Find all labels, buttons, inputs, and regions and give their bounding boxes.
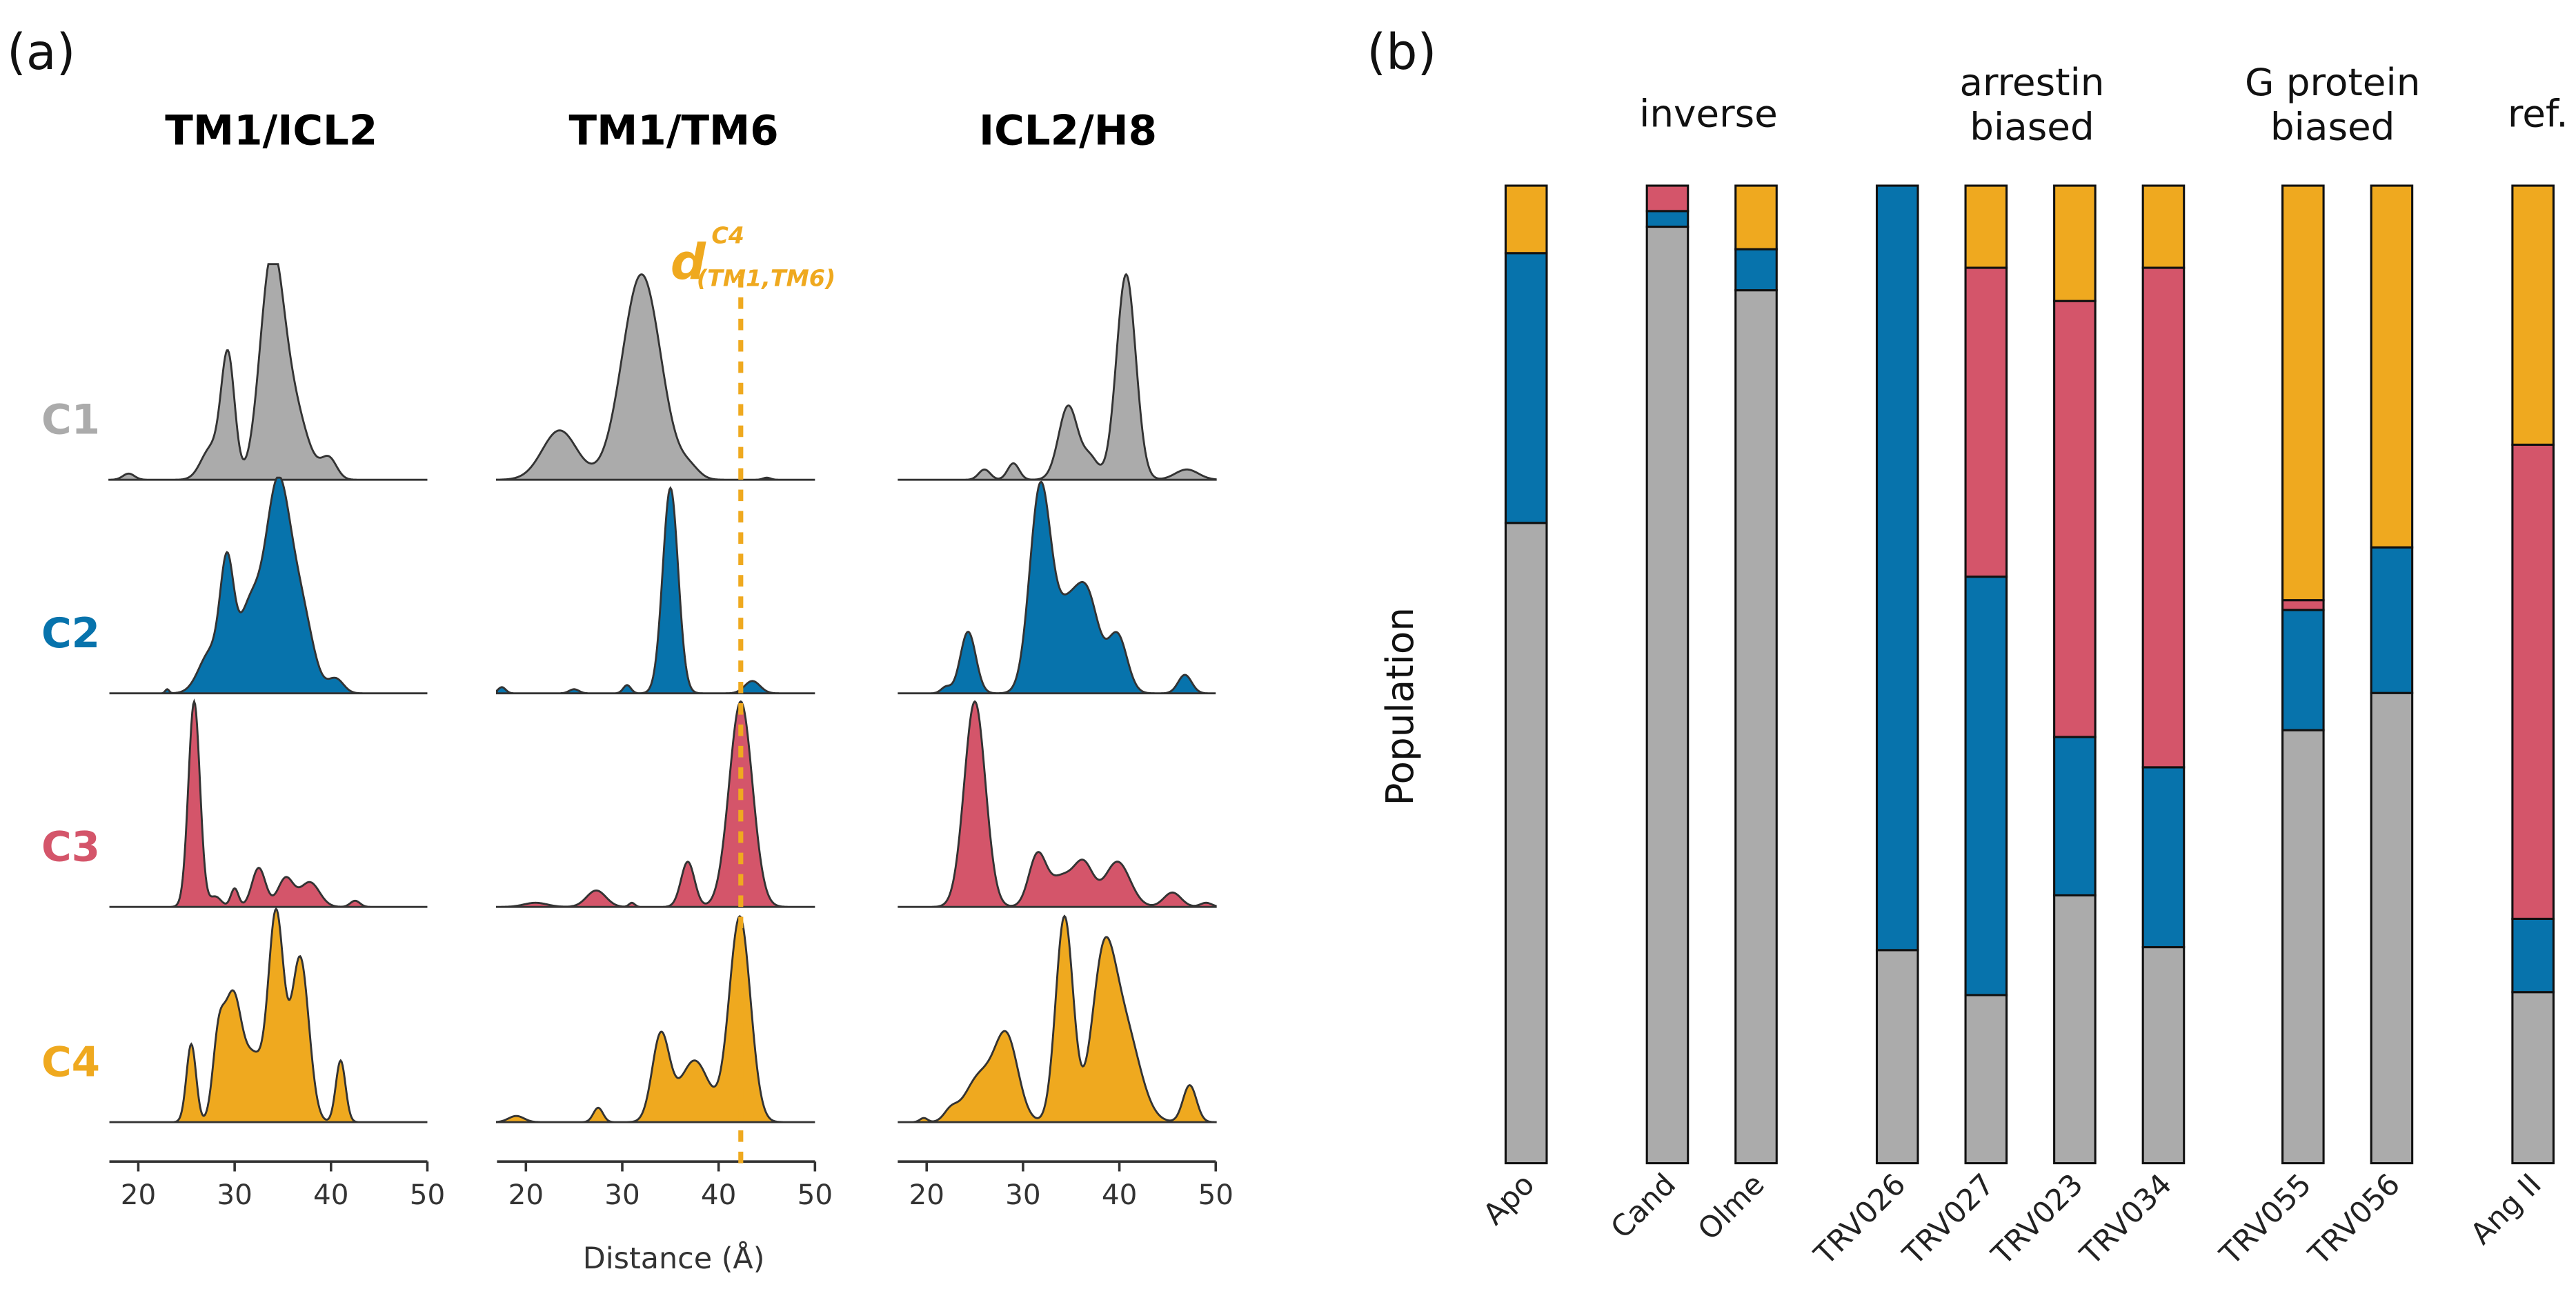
bar-segment-c4: [2370, 184, 2414, 549]
bar-category-label: Ang II: [2464, 1167, 2548, 1251]
ridgeline-panel-a: TM1/ICL2 20 30 40 50 TM1/TM6 20 30 40 50 ICL2/H8 20…: [41, 108, 1233, 1276]
annotation-superscript: C4: [711, 222, 744, 248]
bar-segment-c3: [2053, 299, 2097, 738]
bar-segment-c2: [2281, 609, 2325, 731]
x-tick-label: 30: [604, 1178, 640, 1211]
x-axis-label: Distance (Å): [583, 1241, 765, 1276]
panel-b-letter: (b): [1367, 23, 1436, 81]
bar-segment-c4: [2141, 184, 2186, 269]
group-label: arrestin biased: [1959, 60, 2104, 148]
bar-category-label: TRV056: [2301, 1167, 2407, 1273]
annotation-symbol: d: [671, 234, 706, 291]
bar-segment-c4: [1964, 184, 2008, 269]
x-tick-label: 20: [508, 1178, 544, 1211]
panel-title: ICL2/H8: [979, 108, 1157, 155]
density-curve-c2: [109, 476, 428, 695]
density-curve-c3: [109, 698, 428, 908]
density-curve-c2: [495, 486, 815, 695]
bar-category-label: TRV055: [2213, 1167, 2319, 1273]
bar-segment-c1: [2053, 894, 2097, 1165]
bar-segment-c1: [2370, 691, 2414, 1165]
bar-segment-c3: [1964, 266, 2008, 578]
density-curve-c4: [898, 914, 1217, 1123]
row-label-c1: C1: [41, 397, 100, 444]
density-curve-c4: [109, 907, 428, 1123]
x-tick-label: 30: [217, 1178, 252, 1211]
density-curve-c1: [495, 273, 815, 481]
bar-category-label: TRV026: [1807, 1167, 1913, 1273]
panel-title: TM1/ICL2: [165, 108, 377, 155]
x-tick-label: 40: [1102, 1178, 1137, 1211]
bar-segment-c4: [1734, 184, 1778, 251]
bar-segment-c1: [1964, 994, 2008, 1165]
bar-category-label: TRV034: [2074, 1167, 2179, 1273]
panel-a-letter: (a): [7, 23, 75, 81]
bar-category-label: TRV023: [1985, 1167, 2090, 1273]
bar-segment-c4: [1504, 184, 1548, 255]
x-tick-label: 50: [410, 1178, 446, 1211]
density-curve-c1: [898, 273, 1217, 481]
bar-segment-c4: [2281, 184, 2325, 602]
y-axis-label: Population: [1378, 607, 1422, 806]
bar-category-label: TRV027: [1896, 1167, 2001, 1273]
bar-segment-c3: [2141, 266, 2186, 769]
bar-segment-c2: [2053, 736, 2097, 896]
bar-category-label: Cand: [1605, 1167, 1683, 1246]
bar-segment-c2: [2511, 917, 2555, 994]
bar-segment-c1: [1734, 289, 1778, 1165]
bar-segment-c3: [1645, 184, 1690, 213]
density-curve-c3: [898, 700, 1217, 908]
bar-segment-c4: [2053, 184, 2097, 302]
annotation-subscript: (TM1,TM6): [697, 264, 835, 291]
x-tick-label: 50: [1198, 1178, 1233, 1211]
panel-title: TM1/TM6: [569, 108, 779, 155]
density-curve-c1: [108, 263, 428, 481]
bar-segment-c3: [2281, 599, 2325, 611]
bar-segment-c2: [1645, 210, 1690, 228]
bar-category-label: Olme: [1692, 1167, 1772, 1247]
row-label-c3: C3: [41, 824, 100, 872]
bar-category-label: Apo: [1476, 1167, 1541, 1232]
row-label-c2: C2: [41, 610, 100, 658]
bar-segment-c2: [1964, 576, 2008, 996]
x-tick-label: 50: [797, 1178, 833, 1211]
bar-segment-c2: [2141, 766, 2186, 949]
x-tick-label: 40: [701, 1178, 737, 1211]
bar-segment-c3: [2511, 443, 2555, 920]
density-curve-c4: [495, 914, 815, 1123]
density-curve-c2: [898, 480, 1216, 695]
bar-segment-c1: [1504, 522, 1548, 1165]
bar-segment-c2: [1734, 248, 1778, 292]
bar-segment-c1: [2281, 729, 2325, 1165]
group-label: ref.: [2508, 91, 2568, 135]
bar-segment-c1: [2511, 991, 2555, 1165]
x-tick-label: 30: [1005, 1178, 1041, 1211]
x-tick-label: 20: [121, 1178, 157, 1211]
bar-segment-c2: [1875, 184, 1919, 952]
row-label-c4: C4: [41, 1039, 100, 1086]
bar-segment-c2: [1504, 252, 1548, 524]
bar-segment-c4: [2511, 184, 2555, 446]
bar-segment-c1: [1875, 949, 1919, 1165]
bar-segment-c1: [1645, 225, 1690, 1165]
x-tick-label: 20: [909, 1178, 944, 1211]
bar-segment-c1: [2141, 945, 2186, 1165]
group-label: inverse: [1639, 91, 1778, 135]
bar-segment-c2: [2370, 546, 2414, 694]
x-tick-label: 40: [313, 1178, 349, 1211]
group-label: G protein biased: [2245, 60, 2420, 148]
density-curve-c3: [495, 700, 815, 908]
